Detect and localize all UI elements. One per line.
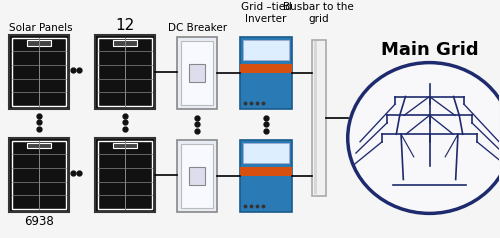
Bar [8,35,68,109]
Bar [189,64,205,82]
Bar [98,141,152,209]
Bar [177,37,217,109]
Bar [177,140,217,212]
Bar [8,138,68,212]
Text: DC Breaker: DC Breaker [168,23,226,33]
Bar [240,140,292,212]
Bar [96,138,156,212]
Text: 6938: 6938 [24,215,54,228]
Text: Busbar to the
grid: Busbar to the grid [284,2,354,24]
Bar [181,144,213,208]
Bar [243,40,289,60]
Bar [26,143,50,149]
Bar [96,35,156,109]
Bar [181,40,213,105]
Bar [12,38,66,106]
Text: Main Grid: Main Grid [380,41,478,59]
Bar [240,64,292,74]
Bar [114,143,138,149]
Text: Grid –tied
Inverter: Grid –tied Inverter [240,2,292,24]
Bar [114,40,138,45]
Bar [312,40,326,196]
Text: 12: 12 [116,18,135,33]
Text: Solar Panels: Solar Panels [8,23,72,33]
Bar [243,143,289,163]
Circle shape [348,63,500,213]
Bar [98,38,152,106]
Bar [314,41,317,194]
Bar [240,167,292,176]
Bar [26,40,50,45]
Bar [189,167,205,185]
Bar [12,141,66,209]
Bar [240,37,292,109]
